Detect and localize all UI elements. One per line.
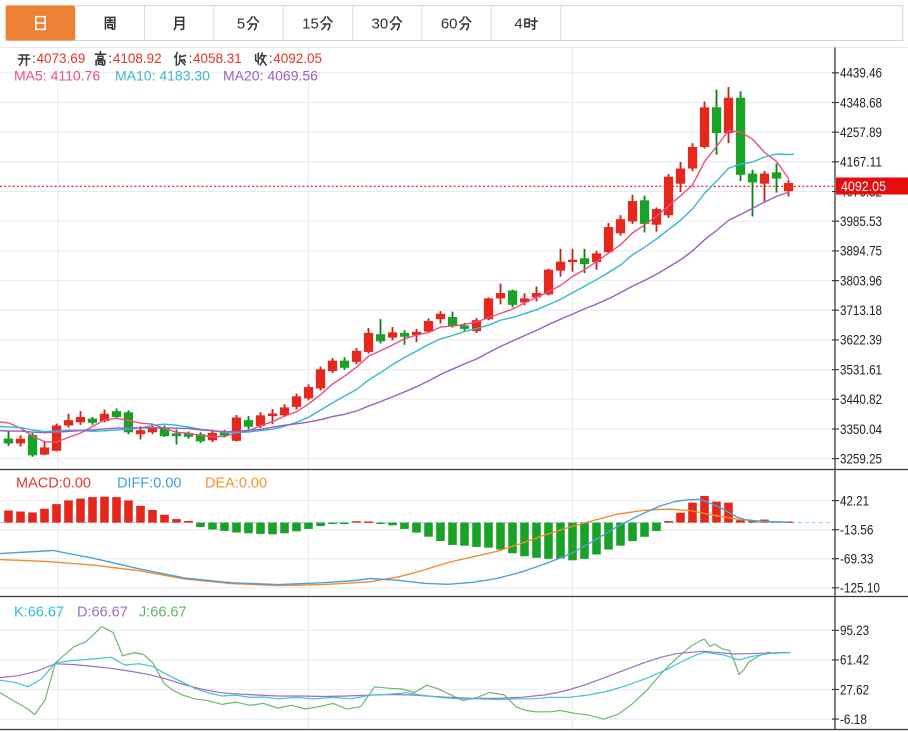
svg-text:-125.10: -125.10 bbox=[840, 580, 880, 596]
svg-text:4439.46: 4439.46 bbox=[840, 65, 882, 81]
svg-text:-69.33: -69.33 bbox=[840, 551, 874, 567]
svg-text:15: 15 bbox=[302, 16, 319, 33]
svg-text:4348.68: 4348.68 bbox=[840, 94, 882, 110]
svg-text:4257.89: 4257.89 bbox=[840, 124, 882, 140]
svg-text:4: 4 bbox=[514, 16, 522, 33]
svg-text:3894.75: 3894.75 bbox=[840, 243, 882, 259]
svg-text::: : bbox=[269, 50, 273, 66]
svg-text:4108.92: 4108.92 bbox=[113, 51, 162, 66]
svg-text:5: 5 bbox=[237, 16, 245, 33]
svg-text:4058.31: 4058.31 bbox=[193, 51, 242, 66]
svg-text::: : bbox=[108, 50, 112, 66]
svg-text:J:66.67: J:66.67 bbox=[139, 605, 187, 621]
svg-text:DEA:0.00: DEA:0.00 bbox=[205, 476, 267, 492]
svg-text:MA10: 4183.30: MA10: 4183.30 bbox=[115, 68, 210, 84]
svg-text:4073.69: 4073.69 bbox=[37, 51, 86, 66]
svg-text:MA5: 4110.76: MA5: 4110.76 bbox=[14, 68, 100, 84]
svg-text:60: 60 bbox=[441, 16, 458, 33]
svg-text:MA20: 4069.56: MA20: 4069.56 bbox=[223, 68, 318, 84]
svg-text:3350.04: 3350.04 bbox=[840, 421, 882, 437]
svg-text:3440.82: 3440.82 bbox=[840, 391, 882, 407]
svg-text:27.62: 27.62 bbox=[840, 681, 869, 697]
svg-text:3803.96: 3803.96 bbox=[840, 272, 882, 288]
svg-text:30: 30 bbox=[372, 16, 389, 33]
svg-text:3985.53: 3985.53 bbox=[840, 213, 882, 229]
svg-text::: : bbox=[32, 50, 36, 66]
svg-text:61.42: 61.42 bbox=[840, 652, 869, 668]
svg-text:3622.39: 3622.39 bbox=[840, 332, 882, 348]
svg-text:-13.56: -13.56 bbox=[840, 522, 874, 538]
svg-text::: : bbox=[189, 50, 193, 66]
svg-text:42.21: 42.21 bbox=[840, 492, 869, 508]
svg-text:3531.61: 3531.61 bbox=[840, 361, 882, 377]
svg-text:4167.11: 4167.11 bbox=[840, 154, 882, 170]
svg-text:DIFF:0.00: DIFF:0.00 bbox=[117, 476, 181, 492]
svg-text:-6.18: -6.18 bbox=[840, 711, 867, 727]
svg-text:4092.05: 4092.05 bbox=[841, 178, 886, 194]
svg-text:3713.18: 3713.18 bbox=[840, 302, 882, 318]
svg-text:MACD:0.00: MACD:0.00 bbox=[16, 476, 91, 492]
svg-text:95.23: 95.23 bbox=[840, 622, 869, 638]
svg-text:4092.05: 4092.05 bbox=[273, 51, 322, 66]
svg-text:3259.25: 3259.25 bbox=[840, 450, 882, 466]
svg-text:D:66.67: D:66.67 bbox=[77, 605, 128, 621]
svg-text:K:66.67: K:66.67 bbox=[14, 605, 64, 621]
